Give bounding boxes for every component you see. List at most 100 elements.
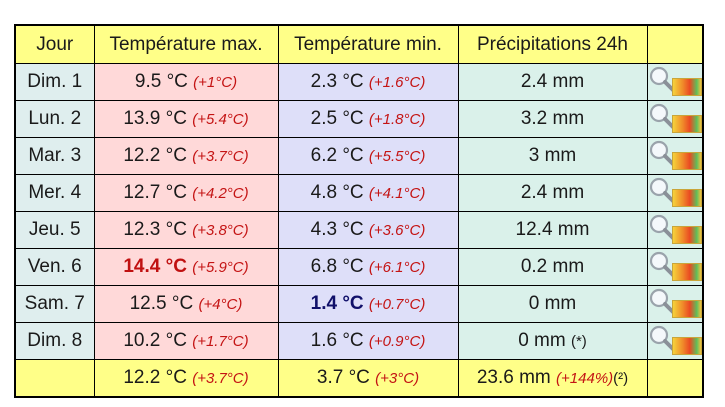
heatmap-icon[interactable]: [671, 189, 702, 207]
day-cell: Dim. 8: [14, 322, 95, 360]
summary-row: 12.2 °C (+3.7°C) 3.7 °C (+3°C) 23.6 mm (…: [14, 359, 703, 398]
summary-precip: 23.6 mm (+144%)(²): [457, 359, 648, 398]
precip-cell: 2.4 mm: [457, 63, 648, 101]
table-row: Mar. 3 12.2 °C (+3.7°C) 6.2 °C (+5.5°C) 3 m…: [14, 137, 703, 175]
min-temp-cell: 2.5 °C (+1.8°C): [277, 100, 459, 138]
min-temp-delta: (+1.8°C): [368, 111, 426, 128]
min-temp-value: 2.5 °C: [310, 108, 364, 129]
max-temp-value: 10.2 °C: [123, 330, 187, 351]
day-cell: Mar. 3: [14, 137, 95, 175]
precip-cell: 3.2 mm: [457, 100, 648, 138]
magnifier-icon[interactable]: [648, 324, 676, 358]
table-row: Mer. 4 12.7 °C (+4.2°C) 4.8 °C (+4.1°C) 2.4…: [14, 174, 703, 212]
magnifier-icon[interactable]: [648, 287, 676, 321]
detail-cell[interactable]: [646, 285, 703, 323]
precip-value: 2.4 mm: [520, 182, 585, 203]
detail-link[interactable]: [648, 139, 702, 173]
min-temp-delta: (+0.9°C): [368, 333, 426, 350]
precip-cell: 0 mm (*): [457, 322, 648, 360]
heatmap-icon[interactable]: [671, 300, 702, 318]
summary-min-value: 3.7 °C: [316, 367, 370, 388]
max-temp-delta: (+3.8°C): [192, 222, 249, 239]
summary-max-value: 12.2 °C: [123, 367, 187, 388]
day-cell: Ven. 6: [14, 248, 95, 286]
max-temp-cell: 12.7 °C (+4.2°C): [93, 174, 279, 212]
min-temp-delta: (+6.1°C): [368, 259, 426, 276]
precip-cell: 2.4 mm: [457, 174, 648, 212]
table-row: Dim. 8 10.2 °C (+1.7°C) 1.6 °C (+0.9°C) 0 m…: [14, 322, 703, 360]
summary-max-delta: (+3.7°C): [192, 370, 249, 387]
summary-max: 12.2 °C (+3.7°C): [93, 359, 279, 398]
detail-cell[interactable]: [646, 211, 703, 249]
day-cell: Jeu. 5: [14, 211, 95, 249]
heatmap-icon[interactable]: [671, 226, 702, 244]
min-temp-value: 1.6 °C: [310, 330, 364, 351]
precip-value: 0.2 mm: [520, 256, 585, 277]
heatmap-icon[interactable]: [671, 78, 702, 96]
table-row: Ven. 6 14.4 °C (+5.9°C) 6.8 °C (+6.1°C) 0.2…: [14, 248, 703, 286]
min-temp-delta: (+1.6°C): [368, 74, 426, 91]
detail-cell[interactable]: [646, 322, 703, 360]
detail-cell[interactable]: [646, 137, 703, 175]
day-label: Dim. 8: [27, 330, 83, 351]
detail-link[interactable]: [648, 287, 702, 321]
summary-empty-cell: [646, 359, 703, 398]
max-temp-delta: (+4°C): [198, 296, 243, 313]
detail-link[interactable]: [648, 176, 702, 210]
precip-value: 3 mm: [528, 145, 577, 166]
min-temp-cell: 2.3 °C (+1.6°C): [277, 63, 459, 101]
min-temp-value: 6.8 °C: [310, 256, 364, 277]
detail-link[interactable]: [648, 65, 702, 99]
detail-cell[interactable]: [646, 100, 703, 138]
header-min-temp: Température min.: [277, 24, 459, 64]
summary-precip-value: 23.6 mm: [476, 367, 551, 388]
detail-link[interactable]: [648, 213, 702, 247]
min-temp-cell: 1.6 °C (+0.9°C): [277, 322, 459, 360]
detail-link[interactable]: [648, 324, 702, 358]
heatmap-icon[interactable]: [671, 115, 702, 133]
detail-cell[interactable]: [646, 63, 703, 101]
summary-min: 3.7 °C (+3°C): [277, 359, 459, 398]
detail-cell[interactable]: [646, 174, 703, 212]
table-row: Lun. 2 13.9 °C (+5.4°C) 2.5 °C (+1.8°C) 3.2…: [14, 100, 703, 138]
day-cell: Dim. 1: [14, 63, 95, 101]
max-temp-cell: 10.2 °C (+1.7°C): [93, 322, 279, 360]
heatmap-icon[interactable]: [671, 263, 702, 281]
detail-link[interactable]: [648, 102, 702, 136]
max-temp-delta: (+5.4°C): [192, 111, 249, 128]
summary-min-delta: (+3°C): [375, 370, 420, 387]
day-label: Lun. 2: [28, 108, 82, 129]
detail-link[interactable]: [648, 250, 702, 284]
precip-cell: 0.2 mm: [457, 248, 648, 286]
summary-precip-delta: (+144%): [556, 370, 614, 387]
min-temp-delta: (+5.5°C): [368, 148, 426, 165]
max-temp-value: 12.7 °C: [123, 182, 187, 203]
max-temp-value: 9.5 °C: [134, 71, 188, 92]
magnifier-icon[interactable]: [648, 176, 676, 210]
detail-cell[interactable]: [646, 248, 703, 286]
precip-cell: 0 mm: [457, 285, 648, 323]
min-temp-cell: 6.2 °C (+5.5°C): [277, 137, 459, 175]
min-temp-value: 2.3 °C: [310, 71, 364, 92]
precip-cell: 3 mm: [457, 137, 648, 175]
max-temp-cell: 12.3 °C (+3.8°C): [93, 211, 279, 249]
min-temp-value: 4.8 °C: [310, 182, 364, 203]
day-label: Ven. 6: [27, 256, 82, 277]
heatmap-icon[interactable]: [671, 152, 702, 170]
min-temp-cell: 6.8 °C (+6.1°C): [277, 248, 459, 286]
max-temp-cell: 9.5 °C (+1°C): [93, 63, 279, 101]
min-temp-value: 6.2 °C: [310, 145, 364, 166]
max-temp-cell: 14.4 °C (+5.9°C): [93, 248, 279, 286]
max-temp-delta: (+3.7°C): [192, 148, 249, 165]
min-temp-value: 4.3 °C: [310, 219, 364, 240]
header-row: Jour Température max. Température min. P…: [14, 24, 703, 64]
max-temp-delta: (+1°C): [193, 74, 238, 91]
header-day: Jour: [14, 24, 95, 64]
day-label: Dim. 1: [27, 71, 83, 92]
day-label: Sam. 7: [24, 293, 85, 314]
precip-value: 3.2 mm: [520, 108, 585, 129]
heatmap-icon[interactable]: [671, 337, 702, 355]
day-label: Mer. 4: [28, 182, 82, 203]
max-temp-value: 12.5 °C: [129, 293, 194, 314]
precip-note: (*): [570, 333, 587, 350]
